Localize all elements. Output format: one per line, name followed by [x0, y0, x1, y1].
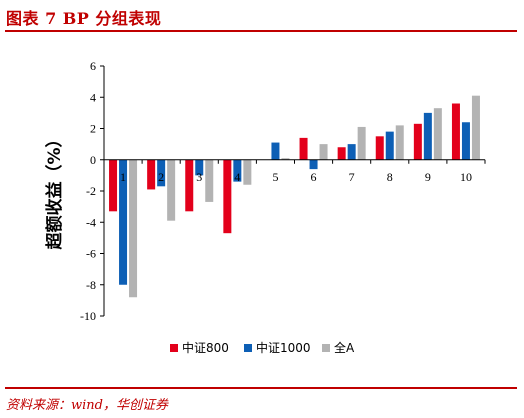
bar-2-1 — [119, 159, 128, 285]
title-divider — [5, 30, 517, 32]
y-tick-label: 4 — [90, 90, 96, 104]
bar-1-2 — [147, 159, 156, 190]
bars — [109, 95, 480, 298]
bar-1-9 — [413, 123, 422, 160]
bar-1-4 — [223, 159, 232, 234]
x-tick-label-5: 5 — [272, 170, 278, 184]
legend-swatch-1 — [170, 344, 178, 352]
x-tick-label-4: 4 — [234, 170, 240, 184]
x-tick-label-10: 10 — [460, 170, 472, 184]
x-tick-label-1: 1 — [120, 170, 126, 184]
legend-swatch-3 — [322, 344, 330, 352]
bar-3-6 — [319, 144, 328, 160]
source-note: 资料来源：wind，华创证券 — [6, 398, 168, 413]
legend: 中证800 中证1000 全A — [170, 340, 355, 355]
source-divider — [5, 387, 517, 389]
bar-1-8 — [375, 136, 384, 160]
y-axis-label: 超额收益（%） — [44, 130, 65, 249]
bar-2-7 — [347, 144, 356, 160]
x-tick-label-7: 7 — [349, 170, 355, 184]
y-axis: 6 4 2 0 -2 -4 -6 -8 -10 — [80, 59, 105, 323]
y-tick-label: 2 — [90, 122, 96, 136]
legend-label-1: 中证800 — [182, 340, 229, 355]
legend-label-3: 全A — [334, 340, 355, 355]
bar-3-4 — [243, 159, 252, 185]
x-tick-label-9: 9 — [425, 170, 431, 184]
x-tick-labels: 1 2 3 4 5 6 7 8 9 10 — [120, 170, 472, 184]
bar-3-2 — [167, 159, 176, 221]
bar-1-1 — [109, 159, 118, 212]
x-tick-label-3: 3 — [196, 170, 202, 184]
y-tick-label: -10 — [80, 309, 96, 323]
bar-2-9 — [423, 112, 432, 160]
legend-swatch-2 — [244, 344, 252, 352]
x-tick-label-6: 6 — [311, 170, 317, 184]
bar-1-10 — [451, 103, 460, 160]
bar-1-6 — [299, 137, 308, 160]
bar-2-2 — [157, 159, 166, 187]
x-axis — [103, 159, 486, 164]
bar-2-3 — [195, 159, 204, 176]
y-tick-label: 0 — [90, 153, 96, 167]
bar-1-3 — [185, 159, 194, 212]
bar-3-9 — [433, 108, 442, 160]
bar-3-3 — [205, 159, 214, 202]
y-tick-label: -8 — [86, 278, 96, 292]
y-tick-label: -6 — [86, 247, 96, 261]
figure-title: 图表 7 BP 分组表现 — [6, 9, 162, 28]
bar-2-6 — [309, 159, 318, 170]
bar-2-4 — [233, 159, 242, 182]
y-tick-label: -4 — [86, 215, 96, 229]
bar-3-10 — [471, 95, 480, 160]
x-tick-label-2: 2 — [158, 170, 164, 184]
legend-label-2: 中证1000 — [256, 340, 311, 355]
bar-3-1 — [129, 159, 138, 298]
y-tick-label: 6 — [90, 59, 96, 73]
bar-2-5 — [271, 142, 280, 160]
bar-3-7 — [357, 126, 366, 160]
bar-2-10 — [461, 122, 470, 160]
x-tick-label-8: 8 — [387, 170, 393, 184]
bar-3-8 — [395, 125, 404, 160]
y-tick-label: -2 — [86, 184, 96, 198]
bar-1-7 — [337, 147, 346, 160]
bar-2-8 — [385, 131, 394, 160]
bar-3-5 — [281, 158, 290, 160]
